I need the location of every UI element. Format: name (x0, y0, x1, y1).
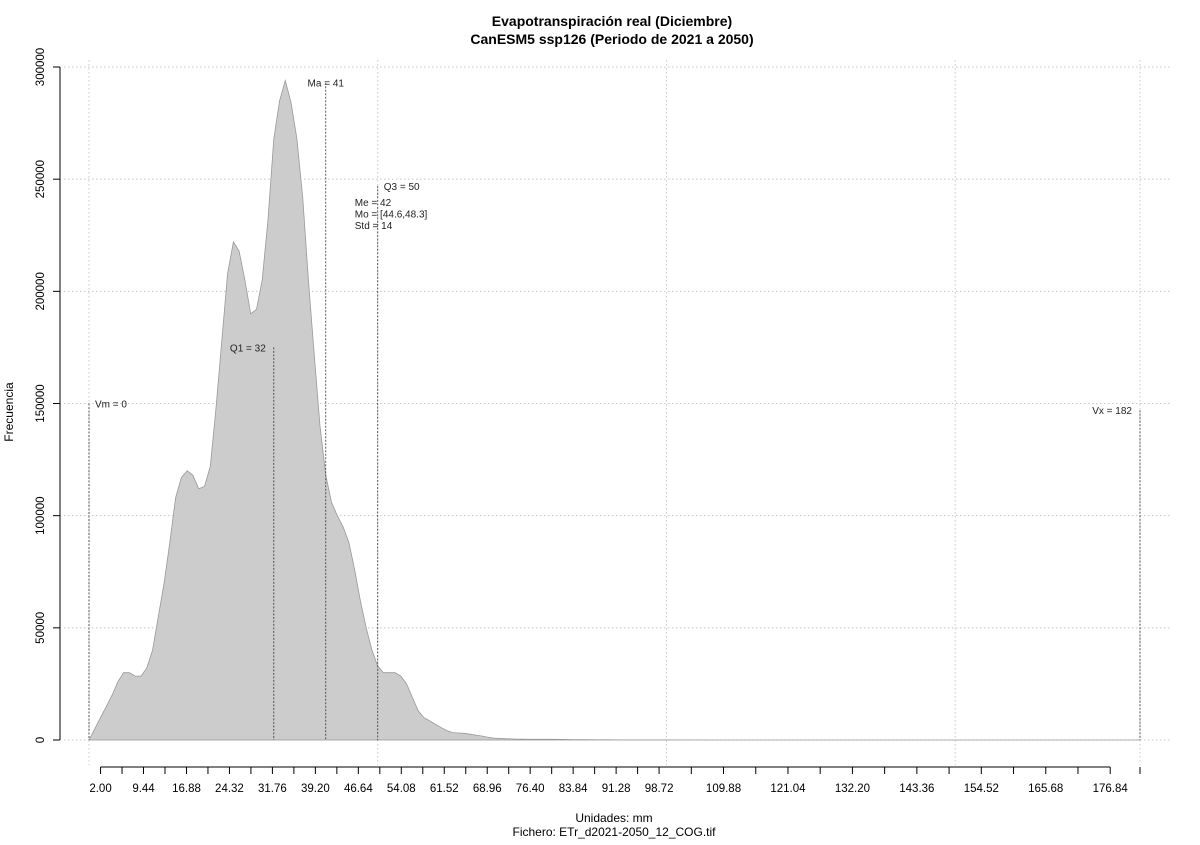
y-tick-label: 50000 (35, 612, 47, 644)
x-tick-label: 98.72 (645, 783, 674, 795)
x-tick-label: 54.08 (387, 783, 416, 795)
x-tick-label: 2.00 (89, 783, 111, 795)
density-area-layer (88, 78, 1140, 741)
y-tick-label: 0 (35, 737, 47, 743)
x-tick-label: 46.64 (344, 783, 373, 795)
file-caption: Fichero: ETr_d2021-2050_12_COG.tif (513, 825, 717, 839)
x-tick-label: 76.40 (516, 783, 545, 795)
x-tick-label: 39.20 (301, 783, 330, 795)
reference-line-label: Ma = 41 (308, 79, 345, 90)
y-tick-label: 200000 (35, 272, 47, 310)
stats-text: Me = 42 (355, 198, 392, 209)
x-tick-label: 91.28 (602, 783, 631, 795)
stats-text: Mo = [44.6,48.3] (355, 210, 428, 221)
y-tick-label: 300000 (35, 48, 47, 86)
reference-line-label: Q1 = 32 (230, 343, 266, 354)
reference-line-label: Q3 = 50 (384, 182, 420, 193)
x-axis-title: Unidades: mm (575, 811, 652, 825)
density-area (88, 78, 1140, 741)
x-tick-label: 68.96 (473, 783, 502, 795)
y-tick-label: 100000 (35, 496, 47, 534)
x-tick-label: 83.84 (559, 783, 588, 795)
axis-layer: 0 50000 100000 150000 200000 250000 300000 2.00… (35, 48, 1141, 795)
x-tick-label: 16.88 (172, 783, 201, 795)
x-tick-label: 109.88 (706, 783, 741, 795)
reference-line-label: Vm = 0 (95, 400, 127, 411)
y-tick-label: 150000 (35, 384, 47, 422)
x-tick-label: 165.68 (1028, 783, 1063, 795)
x-tick-label: 154.52 (964, 783, 999, 795)
reference-lines-layer: Vm = 0 Q1 = 32 Ma = 41 Q3 = 50 Vx = 182 (88, 79, 1141, 740)
chart-title: Evapotranspiración real (Diciembre) (492, 13, 732, 29)
stats-text: Std = 14 (355, 221, 393, 232)
x-tick-label: 176.84 (1093, 783, 1129, 795)
x-tick-label: 143.36 (899, 783, 934, 795)
x-tick-label: 9.44 (132, 783, 155, 795)
x-tick-label: 24.32 (215, 783, 244, 795)
x-tick-label: 121.04 (770, 783, 806, 795)
y-axis-title: Frecuencia (2, 382, 16, 442)
x-tick-label: 132.20 (835, 783, 870, 795)
x-tick-label: 31.76 (258, 783, 287, 795)
reference-line-label: Vx = 182 (1092, 406, 1132, 417)
chart-subtitle: CanESM5 ssp126 (Periodo de 2021 a 2050) (470, 31, 753, 47)
x-tick-label: 61.52 (430, 783, 459, 795)
y-tick-label: 250000 (35, 160, 47, 198)
